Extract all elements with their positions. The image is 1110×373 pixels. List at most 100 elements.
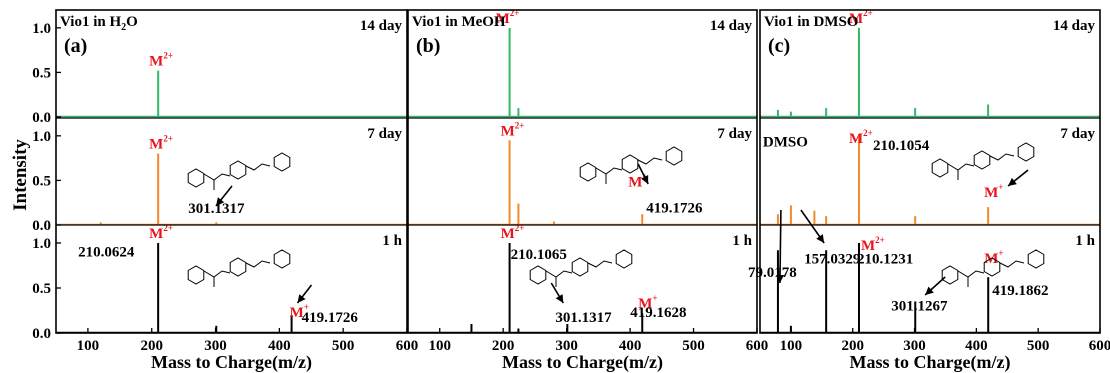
row-14-day: 14 day M2+	[760, 8, 1100, 118]
x-tick-label: 200	[492, 338, 515, 354]
y-tick-label: 0.5	[32, 65, 51, 81]
molecule-structure	[187, 152, 291, 190]
molecule-structure	[187, 249, 291, 287]
molecule-bond	[989, 153, 1015, 161]
molecule-ring	[621, 154, 639, 174]
x-tick-label: 100	[780, 338, 803, 354]
peak-value-label: 210.1054	[873, 138, 930, 154]
row-label: 7 day	[717, 126, 752, 142]
y-tick-label: 0.0	[32, 110, 51, 126]
molecule-bond	[957, 270, 985, 278]
row-label: 14 day	[360, 18, 403, 34]
ion-label-m2plus: M2+	[861, 235, 885, 254]
row-1-h: 1 h 0.0 0.5 1.0 M2+ 210.0624 M+419.1726	[32, 223, 407, 342]
molecule-bond	[245, 163, 271, 171]
x-tick-label: 600	[396, 338, 419, 354]
x-tick-label: 400	[268, 338, 291, 354]
molecule-bond	[587, 260, 613, 268]
y-tick-label: 0.0	[32, 218, 51, 234]
molecule-ring	[665, 146, 683, 166]
molecule-ring	[1027, 249, 1045, 269]
row-label: 1 h	[1075, 233, 1095, 249]
y-axis-label: Intensity	[10, 139, 31, 211]
x-tick-label: 400	[965, 338, 988, 354]
panel-title: Vio1 in H2O	[60, 14, 138, 33]
ion-label-mplus: M+	[290, 302, 309, 321]
molecule-ring	[529, 265, 547, 285]
row-1-h: 1 h M2+ 210.1065 301.1317 M+419.1628	[408, 223, 757, 334]
molecule-structure	[931, 142, 1035, 180]
x-axis-label: Mass to Charge(m/z)	[151, 352, 312, 373]
peak-value-label: 157.0329	[804, 252, 860, 268]
molecule-ring	[579, 162, 597, 182]
panel-title: Vio1 in MeOH	[412, 14, 506, 30]
ion-label-mplus: M+	[638, 293, 657, 312]
molecule-bond	[545, 270, 573, 278]
molecule-ring	[615, 249, 633, 269]
peak-value-label: 79.0178	[748, 265, 797, 281]
ion-label-m2plus: M2+	[501, 223, 525, 242]
ion-label-m2plus: M2+	[501, 120, 525, 139]
x-tick-label: 500	[682, 338, 705, 354]
ion-label-m2plus: M2+	[496, 8, 520, 27]
molecule-structure	[579, 146, 683, 184]
row-label: 7 day	[1060, 126, 1095, 142]
peak-value-label: 210.0624	[78, 245, 135, 261]
x-tick-label: 500	[1027, 338, 1050, 354]
x-tick-label: 400	[619, 338, 642, 354]
molecule-bond	[203, 173, 231, 181]
annotation-arrow-head	[816, 234, 825, 243]
x-tick-label: 200	[140, 338, 163, 354]
panel-label: (b)	[416, 35, 440, 57]
x-axis-label: Mass to Charge(m/z)	[502, 352, 663, 373]
annotation-arrow-head	[925, 286, 934, 295]
molecule-ring	[273, 152, 291, 172]
peak-value-label: 419.1726	[646, 201, 703, 217]
ion-label-mplus: M+	[984, 182, 1003, 201]
annotation-arrow-head	[640, 175, 649, 184]
y-tick-label: 0.0	[32, 326, 51, 342]
panel-label: (a)	[64, 35, 87, 57]
x-tick-label: 300	[204, 338, 227, 354]
molecule-ring	[187, 168, 205, 188]
peak-value-label: 210.1065	[511, 247, 567, 263]
peak-value-label: 419.1726	[302, 310, 359, 326]
molecule-structure	[529, 249, 633, 287]
panel-title: Vio1 in DMSO	[764, 14, 858, 30]
panel-a: 14 day 0.0 0.5 1.0 M2+ 7 day 0.0 0.5 1.0 M2+ 301.1…	[32, 9, 419, 373]
annotation-arrow-head	[776, 274, 785, 283]
molecule-ring	[931, 158, 949, 178]
molecule-bond	[245, 260, 271, 268]
ion-label-m2plus: M2+	[849, 8, 873, 27]
annotation-arrow	[779, 209, 782, 284]
x-tick-label: 100	[428, 338, 451, 354]
annotation-arrow-head	[216, 197, 225, 206]
annotation-arrow-head	[1008, 177, 1017, 186]
row-label: 1 h	[382, 233, 402, 249]
molecule-ring	[229, 160, 247, 180]
x-tick-label: 500	[332, 338, 355, 354]
ion-label-m2plus: M2+	[149, 223, 173, 242]
panel-frame	[55, 9, 408, 334]
y-tick-label: 0.5	[32, 281, 51, 297]
y-tick-label: 0.5	[32, 173, 51, 189]
row-label: 14 day	[710, 18, 753, 34]
row-7-day: 7 day M2+210.1054 DMSO M+	[760, 126, 1100, 226]
panel-frame	[759, 9, 1101, 334]
molecule-ring	[229, 257, 247, 277]
x-tick-label: 600	[746, 338, 769, 354]
row-7-day: 7 day 0.0 0.5 1.0 M2+ 301.1317	[32, 126, 407, 234]
peak-value-label: 301.1317	[555, 310, 612, 326]
ion-label-m2plus: M2+	[149, 51, 173, 70]
row-label: 1 h	[732, 233, 752, 249]
panel-label: (c)	[768, 35, 790, 57]
molecule-bond	[947, 163, 975, 171]
x-tick-label: 600	[1089, 338, 1110, 354]
row-label: 14 day	[1053, 18, 1096, 34]
molecule-bond	[999, 260, 1025, 268]
annotation-arrow-head	[297, 294, 306, 303]
row-label: 7 day	[367, 126, 402, 142]
